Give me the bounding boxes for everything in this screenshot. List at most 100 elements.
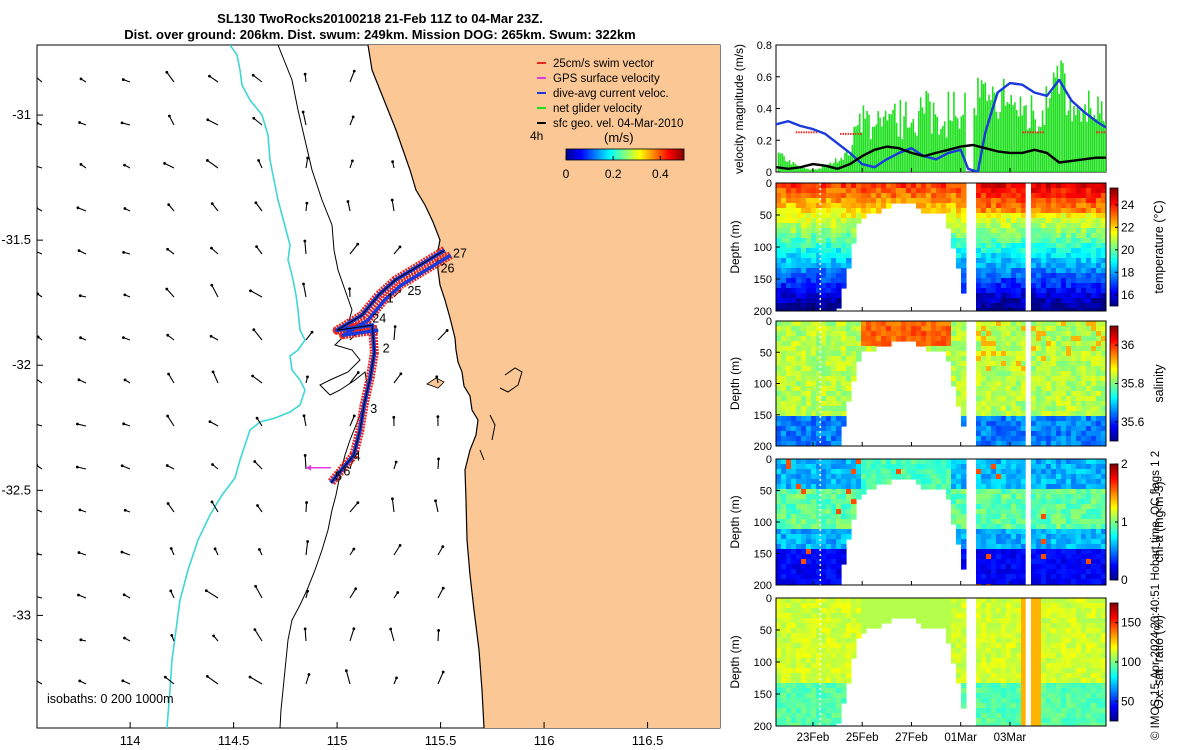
temperature-cell [821,228,827,234]
oxygen-cell [821,608,827,614]
oxygen-cell [816,698,822,704]
salinity-cell [1016,381,1022,387]
oxygen-cell [796,723,802,726]
chlorophyll-cell [831,469,837,475]
chlorophyll-cell [1076,504,1082,510]
chlorophyll-cell [1036,489,1042,495]
oxygen-cell [886,613,892,619]
temperature-cell [781,278,787,284]
chlorophyll-cell [1086,564,1092,570]
temperature-cell [801,198,807,204]
salinity-cell [986,426,992,432]
salinity-cell [916,341,922,347]
salinity-cell [1036,401,1042,407]
salinity-cell [956,386,962,392]
salinity-cell [1091,431,1097,437]
salinity-cell [816,366,822,372]
temperature-cell [791,183,797,189]
oxygen-cell [956,678,962,684]
salinity-cell [1001,436,1007,442]
salinity-cell [1051,431,1057,437]
chlorophyll-cell [916,479,922,485]
salinity-cell [1071,321,1077,327]
temperature-cell [976,198,982,204]
oxygen-cell [841,673,847,679]
temperature-cell [896,198,902,204]
chlorophyll-cell [1066,509,1072,515]
temperature-cell [806,288,812,294]
chlorophyll-cell [1056,494,1062,500]
chlorophyll-cell [886,474,892,480]
oxygen-cell [976,618,982,624]
temperature-cell [1056,228,1062,234]
temperature-cell [871,208,877,214]
salinity-cell [1036,411,1042,417]
salinity-cell [851,371,857,377]
temperature-cell [1001,188,1007,194]
temperature-cell [961,273,967,279]
chlorophyll-cell [836,469,842,475]
salinity-cell [1011,386,1017,392]
chlorophyll-cell [926,464,932,470]
chlorophyll-cell [1061,544,1067,550]
salinity-cell [806,391,812,397]
salinity-cell [991,331,997,337]
chlorophyll-cell [786,549,792,555]
salinity-cell [981,421,987,427]
temperature-cell [821,278,827,284]
salinity-cell [821,351,827,357]
chlorophyll-cell [1036,524,1042,530]
chlorophyll-cell [776,569,782,575]
temperature-cell [1021,273,1027,279]
temperature-cell [856,193,862,199]
salinity-cell [1076,396,1082,402]
temperature-cell [1011,283,1017,289]
temperature-cell [786,303,792,309]
salinity-cell [806,441,812,446]
salinity-cell [811,361,817,367]
chlorophyll-cell [811,554,817,560]
salinity-cell [1061,381,1067,387]
salinity-cell [806,356,812,362]
oxygen-cell [986,663,992,669]
salinity-cell [826,381,832,387]
chlorophyll-cell [796,479,802,485]
temperature-cell [796,253,802,259]
salinity-cell [936,321,942,327]
salinity-cell [976,386,982,392]
temperature-cell [1076,288,1082,294]
chlorophyll-cell [991,529,997,535]
temperature-cell [886,193,892,199]
temperature-cell [826,288,832,294]
chlorophyll-cell [1066,474,1072,480]
salinity-cell [1101,426,1106,432]
salinity-cell [1051,411,1057,417]
geo-vector [256,246,263,255]
geo-vector-head [210,246,213,250]
salinity-cell [1076,376,1082,382]
chlorophyll-cell [1066,544,1072,550]
chlorophyll-cell [1091,579,1097,585]
salinity-cell [826,436,832,442]
salinity-cell [836,351,842,357]
temperature-cell [1001,193,1007,199]
chlorophyll-cell [801,504,807,510]
salinity-cell [1091,381,1097,387]
salinity-cell [1071,416,1077,422]
chlorophyll-cell [1076,554,1082,560]
oxygen-cell [836,623,842,629]
temperature-cell [826,278,832,284]
temperature-cell [931,188,937,194]
salinity-cell [1056,356,1062,362]
temperature-cell [1006,203,1012,209]
salinity-cell [826,391,832,397]
temperature-cell [796,278,802,284]
geo-vector-head [391,160,395,164]
oxygen-cell [811,618,817,624]
chlorophyll-cell [781,539,787,545]
temperature-cell [776,298,782,304]
geo-vector-head [257,159,261,162]
chlorophyll-cell [856,489,862,495]
salinity-cell [1036,376,1042,382]
salinity-cell [1101,416,1106,422]
